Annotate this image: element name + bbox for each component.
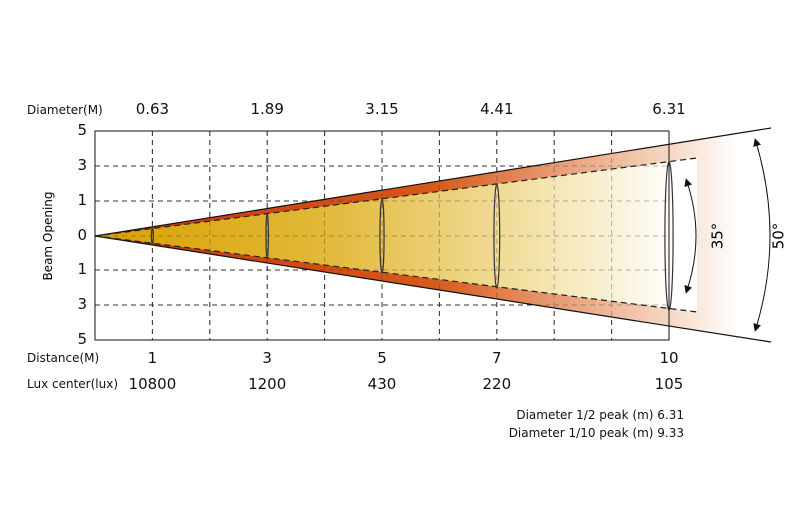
lux-label: Lux center(lux) (27, 377, 119, 391)
beam-cross-section (493, 183, 501, 289)
diameter-label: Diameter(M) (27, 103, 103, 117)
diameter-value: 0.63 (135, 100, 170, 118)
y-axis-label: Beam Opening (41, 191, 55, 280)
beam-cross-section (150, 227, 154, 245)
half-peak-diameter: Diameter 1/2 peak (m) 6.31 (516, 408, 684, 422)
y-tick: 5 (77, 330, 87, 348)
y-tick: 1 (77, 191, 87, 209)
lux-value: 430 (367, 375, 397, 393)
beam-edge-bottom (94, 235, 698, 313)
beam-cone (95, 158, 697, 312)
field-angle-label: 50° (770, 223, 788, 250)
distance-value: 1 (147, 349, 158, 367)
y-tick: 5 (77, 121, 87, 139)
field-angle-arrow (753, 138, 771, 332)
plot-frame (94, 130, 670, 341)
beam-edge-top (94, 157, 698, 237)
lux-value: 10800 (128, 375, 177, 393)
distance-value: 10 (659, 349, 679, 367)
distance-value: 7 (492, 349, 502, 367)
diameter-value: 6.31 (652, 100, 686, 118)
beam-cross-section (379, 198, 385, 274)
beam-cross-section (265, 213, 270, 259)
y-tick: 3 (77, 156, 87, 174)
distance-value: 3 (262, 349, 272, 367)
beam-angle-arrow (684, 178, 697, 294)
y-tick: 0 (77, 226, 87, 244)
diameter-value: 4.41 (480, 100, 514, 118)
beam-angle-label: 35° (709, 223, 727, 250)
tenth-peak-diameter: Diameter 1/10 peak (m) 9.33 (508, 426, 684, 440)
lux-value: 105 (654, 375, 684, 393)
grid-overlay (95, 131, 669, 340)
y-tick: 1 (77, 260, 87, 278)
distance-value: 5 (377, 349, 387, 367)
distance-label: Distance(M) (27, 351, 100, 365)
field-edge-bottom (94, 235, 772, 343)
y-tick: 3 (77, 295, 87, 313)
field-edge-top (94, 127, 772, 237)
lux-value: 220 (482, 375, 512, 393)
lux-value: 1200 (248, 375, 287, 393)
diameter-value: 1.89 (250, 100, 284, 118)
diameter-value: 3.15 (365, 100, 399, 118)
